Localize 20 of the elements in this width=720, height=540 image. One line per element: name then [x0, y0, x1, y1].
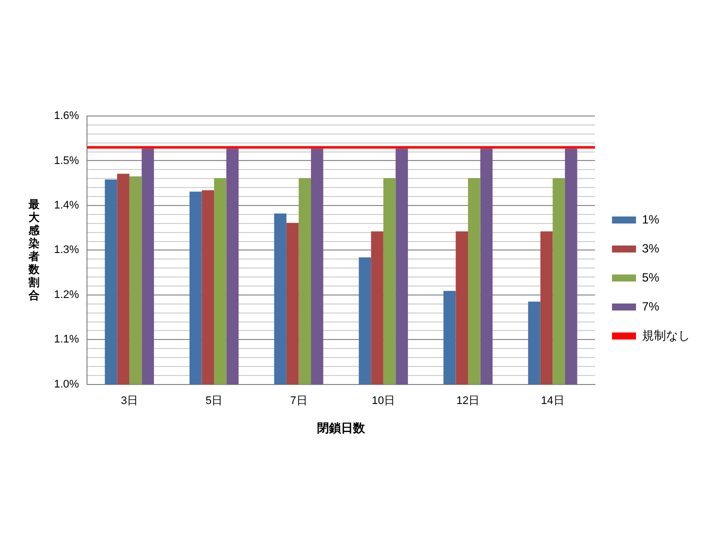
x-axis-title: 閉鎖日数 [317, 421, 366, 436]
legend-label: 3% [642, 241, 660, 256]
x-tick-label: 3日 [120, 395, 138, 408]
legend-label: 1% [642, 212, 660, 226]
y-tick-label: 1.6% [54, 110, 80, 122]
x-tick-label: 5日 [205, 395, 223, 408]
x-tick-label: 10日 [372, 395, 395, 408]
legend-label: 5% [642, 270, 660, 284]
legend-label: 7% [642, 299, 660, 314]
x-tick-label: 14日 [541, 395, 564, 408]
legend-label: 規制なし [642, 328, 690, 342]
y-tick-label: 1.5% [54, 154, 80, 167]
y-tick-label: 1.1% [54, 334, 80, 346]
x-tick-label: 7日 [290, 395, 308, 408]
y-tick-label: 1.3% [54, 244, 80, 256]
x-tick-label: 12日 [456, 395, 480, 408]
y-tick-label: 1.4% [54, 200, 80, 212]
y-axis-title: 最大感染者数割合 [28, 198, 40, 302]
text: 1.0% [54, 378, 80, 390]
y-tick-label: 1.2% [54, 288, 80, 301]
